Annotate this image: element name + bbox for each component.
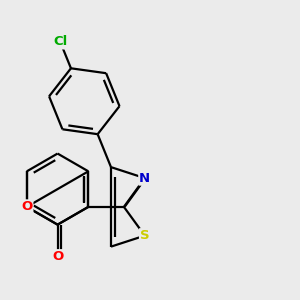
Text: S: S xyxy=(140,229,150,242)
Text: Cl: Cl xyxy=(53,35,68,48)
Text: N: N xyxy=(139,172,150,184)
Text: O: O xyxy=(21,200,32,213)
Text: O: O xyxy=(52,250,63,263)
